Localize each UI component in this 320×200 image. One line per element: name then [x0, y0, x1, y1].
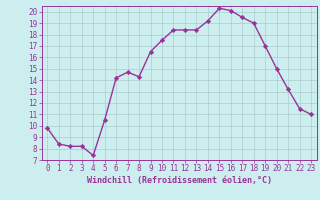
X-axis label: Windchill (Refroidissement éolien,°C): Windchill (Refroidissement éolien,°C) — [87, 176, 272, 185]
